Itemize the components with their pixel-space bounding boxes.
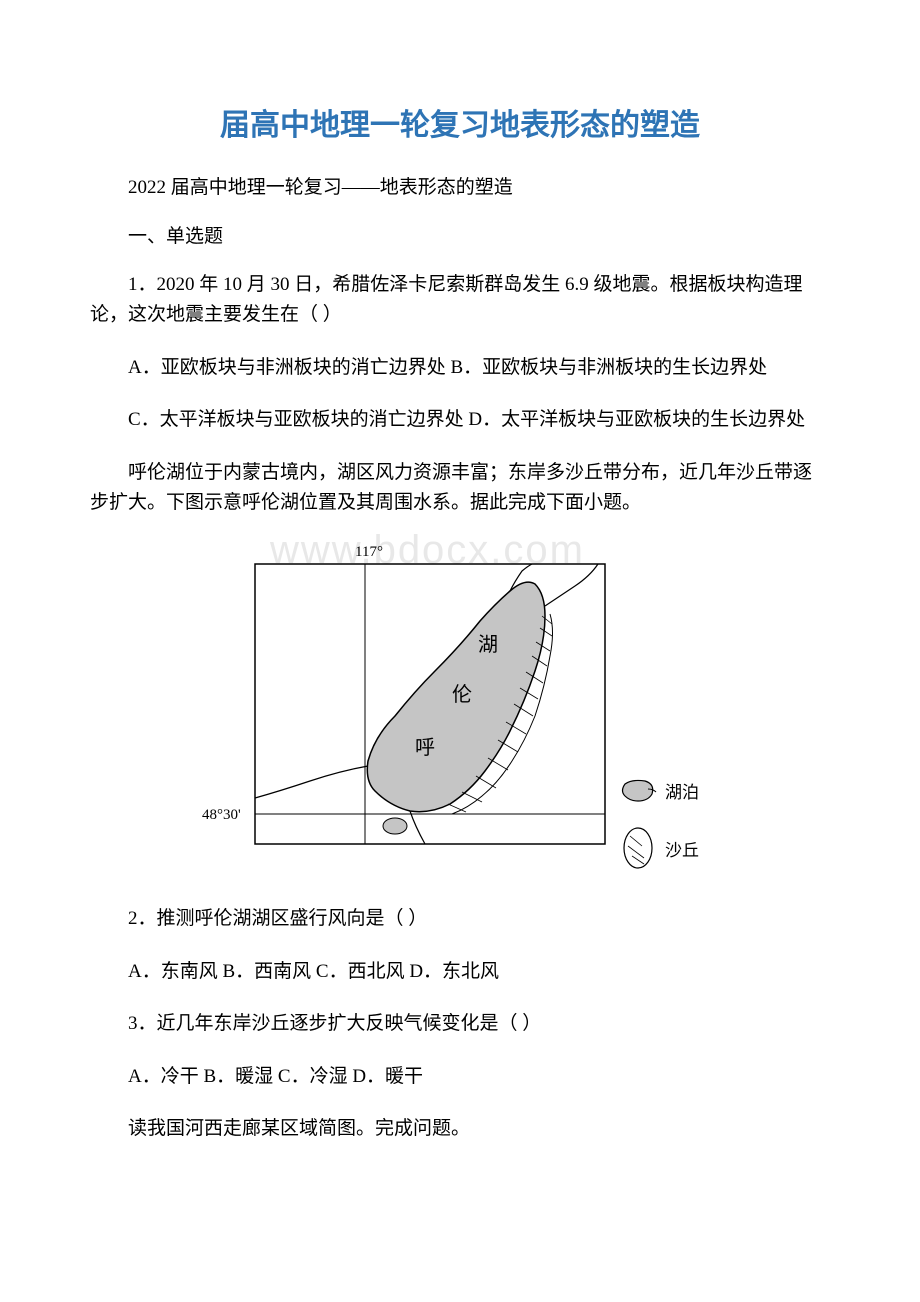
- lake-char-3: 呼: [415, 736, 435, 759]
- river-ne: [545, 564, 598, 606]
- question-3-text: 3．近几年东岸沙丘逐步扩大反映气候变化是（ ）: [90, 1009, 830, 1039]
- river-south: [410, 811, 425, 844]
- legend-dune-label: 沙丘: [665, 841, 699, 860]
- map-figure: 117° 48°30' 湖 伦 呼: [200, 536, 830, 886]
- map-svg: 117° 48°30' 湖 伦 呼: [200, 536, 720, 886]
- question-1-text: 1．2020 年 10 月 30 日，希腊佐泽卡尼索斯群岛发生 6.9 级地震。…: [90, 270, 830, 331]
- legend-dune-icon: [624, 828, 652, 868]
- section-header: 一、单选题: [90, 221, 830, 248]
- passage-2: 读我国河西走廊某区域简图。完成问题。: [90, 1114, 830, 1144]
- small-lake: [383, 818, 407, 834]
- legend-lake-label: 湖泊: [665, 783, 699, 802]
- subtitle: 2022 届高中地理一轮复习——地表形态的塑造: [90, 172, 830, 199]
- lake-char-2: 伦: [452, 683, 472, 706]
- longitude-label: 117°: [355, 544, 383, 560]
- question-2-options: A．东南风 B．西南风 C．西北风 D．东北风: [90, 957, 830, 987]
- question-3-options: A．冷干 B．暖湿 C．冷湿 D．暖干: [90, 1062, 830, 1092]
- passage-1: 呼伦湖位于内蒙古境内，湖区风力资源丰富；东岸多沙丘带分布，近几年沙丘带逐步扩大。…: [90, 458, 830, 519]
- river-west: [255, 766, 368, 798]
- lake-char-1: 湖: [478, 633, 498, 656]
- latitude-label: 48°30': [202, 807, 241, 823]
- legend-lake-icon: [623, 781, 653, 802]
- page-title: 届高中地理一轮复习地表形态的塑造: [90, 100, 830, 144]
- question-1-options-ab: A．亚欧板块与非洲板块的消亡边界处 B．亚欧板块与非洲板块的生长边界处: [90, 353, 830, 383]
- question-1-options-cd: C．太平洋板块与亚欧板块的消亡边界处 D．太平洋板块与亚欧板块的生长边界处: [90, 405, 830, 435]
- question-2-text: 2．推测呼伦湖湖区盛行风向是（ ）: [90, 904, 830, 934]
